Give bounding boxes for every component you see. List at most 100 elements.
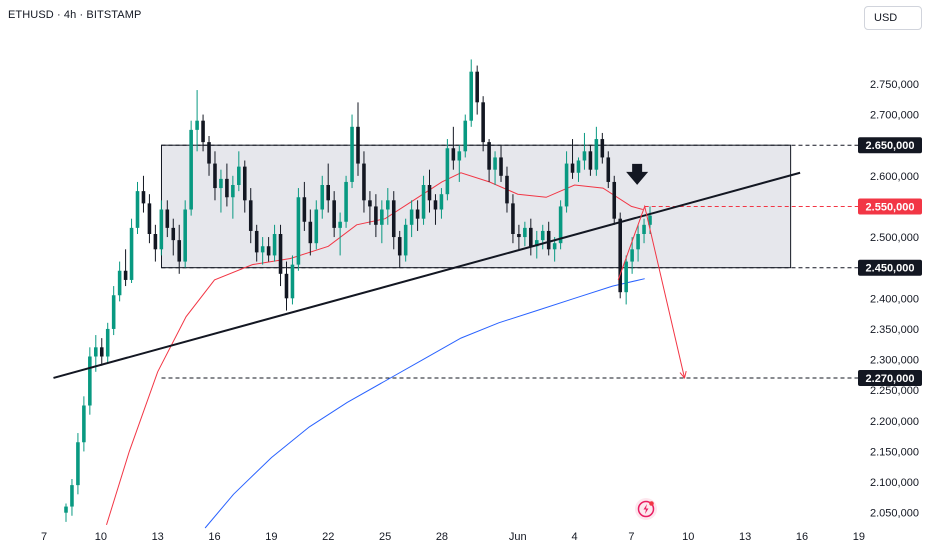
y-tick-label: 2.350,000 <box>870 324 919 336</box>
y-tick-label: 2.400,000 <box>870 293 919 305</box>
candle-body <box>630 249 634 262</box>
candle-body <box>213 163 217 189</box>
candle-body <box>594 139 599 170</box>
candle-body <box>356 126 360 164</box>
candle-body <box>195 120 199 130</box>
candle-body <box>135 191 140 228</box>
x-tick-label: 22 <box>322 531 334 543</box>
candle-body <box>374 206 378 225</box>
candle-body <box>588 151 593 170</box>
candle-body <box>403 224 408 256</box>
candle-body <box>70 485 74 507</box>
candle-body <box>147 203 152 234</box>
candle-body <box>397 237 402 256</box>
candle-body <box>612 181 617 219</box>
candle-body <box>171 227 176 241</box>
price-level-badge <box>858 259 922 276</box>
x-tick-label: 16 <box>208 531 220 543</box>
sell-signal-arrow-icon <box>626 163 649 185</box>
candle-body <box>302 197 307 222</box>
candle-body <box>129 227 134 280</box>
candle-body <box>606 157 611 182</box>
candle-body <box>475 71 479 103</box>
x-tick-label: 10 <box>95 531 107 543</box>
candle-body <box>582 151 587 161</box>
candle-body <box>296 197 301 265</box>
y-tick-label: 2.150,000 <box>870 446 919 458</box>
candle-body <box>534 240 539 247</box>
candle-body <box>421 185 426 219</box>
candle-body <box>511 203 515 234</box>
x-tick-label: 25 <box>379 531 391 543</box>
candle-body <box>219 178 223 189</box>
candle-body <box>546 230 551 250</box>
candle-body <box>415 209 420 219</box>
price-level-badge <box>858 369 922 386</box>
candle-body <box>201 120 205 143</box>
candle-body <box>386 200 390 210</box>
candle-body <box>332 200 336 228</box>
candle-body <box>111 295 116 329</box>
price-level-badge <box>858 198 922 215</box>
candle-body <box>64 506 68 513</box>
candle-body <box>540 230 545 241</box>
candle-body <box>481 102 485 143</box>
candle-body <box>290 264 295 299</box>
candle-body <box>600 139 605 158</box>
candle-body <box>266 246 271 256</box>
candle-body <box>529 227 533 247</box>
y-tick-label: 2.050,000 <box>870 508 919 520</box>
candle-body <box>260 246 265 253</box>
candle-body <box>457 151 462 161</box>
y-tick-label: 2.750,000 <box>870 79 919 91</box>
candle-body <box>499 157 503 176</box>
price-level-label: 2.270,000 <box>866 373 915 385</box>
candle-body <box>493 157 497 170</box>
candle-body <box>88 356 92 406</box>
currency-button[interactable]: USD <box>864 6 922 30</box>
candle-body <box>576 160 581 173</box>
price-level-label: 2.650,000 <box>866 140 915 152</box>
x-tick-label: 19 <box>265 531 277 543</box>
candle-body <box>99 347 104 357</box>
candle-body <box>558 206 563 244</box>
y-tick-label: 2.600,000 <box>870 171 919 183</box>
candle-body <box>326 185 330 201</box>
symbol-title: ETHUSD · 4h · BITSTAMP <box>8 9 142 21</box>
candle-body <box>189 129 193 210</box>
candle-body <box>183 209 187 262</box>
candle-body <box>117 270 122 296</box>
candle-body <box>308 221 313 244</box>
x-tick-label: Jun <box>509 531 527 543</box>
candle-body <box>254 230 259 253</box>
price-level-badge <box>858 137 922 154</box>
x-tick-label: 13 <box>152 531 164 543</box>
candle-body <box>338 221 342 228</box>
candle-body <box>570 163 575 173</box>
candle-body <box>368 200 372 207</box>
y-tick-label: 2.200,000 <box>870 416 919 428</box>
candle-body <box>451 148 456 161</box>
candle-body <box>439 194 444 210</box>
candle-body <box>207 142 211 164</box>
candle-body <box>159 209 164 250</box>
candle-body <box>517 234 521 238</box>
candle-body <box>552 243 557 250</box>
trendline <box>53 171 801 379</box>
candle-body <box>433 200 438 210</box>
x-tick-label: 4 <box>572 531 578 543</box>
candle-body <box>123 270 128 280</box>
x-tick-label: 13 <box>739 531 751 543</box>
candle-body <box>523 227 527 238</box>
price-level-label: 2.450,000 <box>866 263 915 275</box>
y-tick-label: 2.250,000 <box>870 385 919 397</box>
candle-body <box>278 234 283 274</box>
candle-body <box>391 200 396 238</box>
x-tick-label: 7 <box>41 531 47 543</box>
range-box <box>160 144 792 269</box>
candle-body <box>642 224 646 234</box>
candle-body <box>564 163 569 207</box>
candle-body <box>141 191 146 204</box>
